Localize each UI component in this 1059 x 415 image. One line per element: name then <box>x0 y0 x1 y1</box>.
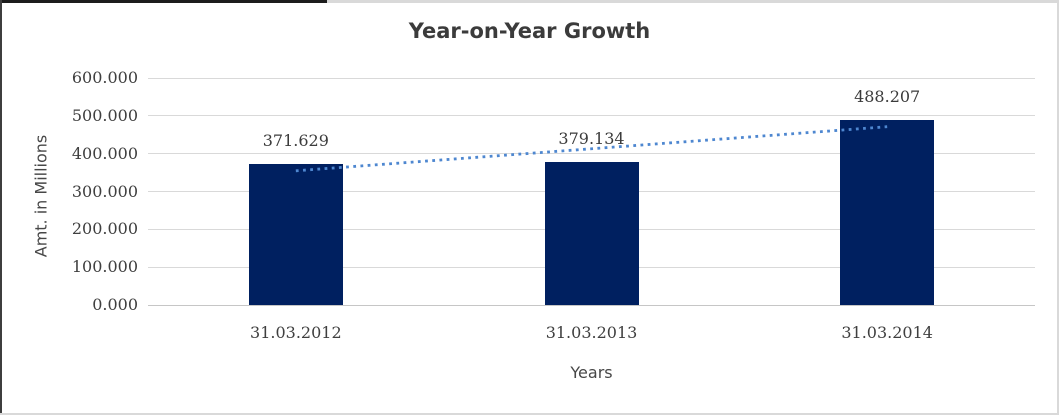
y-tick-label: 300.000 <box>71 181 138 201</box>
bar <box>840 120 935 305</box>
y-tick-label: 100.000 <box>71 257 138 277</box>
x-axis-line <box>148 304 1035 306</box>
x-category-label: 31.03.2013 <box>545 323 638 342</box>
gridline <box>148 115 1035 117</box>
x-category-label: 31.03.2014 <box>841 323 933 342</box>
bar <box>544 161 639 305</box>
frame-border-top-dark <box>0 0 327 3</box>
bar-value-label: 371.629 <box>262 131 329 151</box>
frame-border-bottom <box>0 413 1059 415</box>
bar-value-label: 379.134 <box>558 128 625 148</box>
x-axis-title: Years <box>570 363 613 382</box>
y-tick-label: 200.000 <box>71 219 138 239</box>
bar-value-label: 488.207 <box>854 87 921 107</box>
y-tick-label: 0.000 <box>92 295 138 314</box>
y-tick-label: 600.000 <box>71 68 138 87</box>
bar <box>248 164 343 305</box>
y-tick-label: 500.000 <box>71 105 138 125</box>
y-tick-label: 400.000 <box>71 143 138 163</box>
frame-border-left <box>0 0 2 415</box>
chart-title: Year-on-Year Growth <box>408 19 651 43</box>
x-category-label: 31.03.2012 <box>250 323 342 342</box>
frame-border-right <box>1057 0 1059 415</box>
gridline <box>148 77 1035 79</box>
frame-border-top-light <box>327 0 1059 3</box>
